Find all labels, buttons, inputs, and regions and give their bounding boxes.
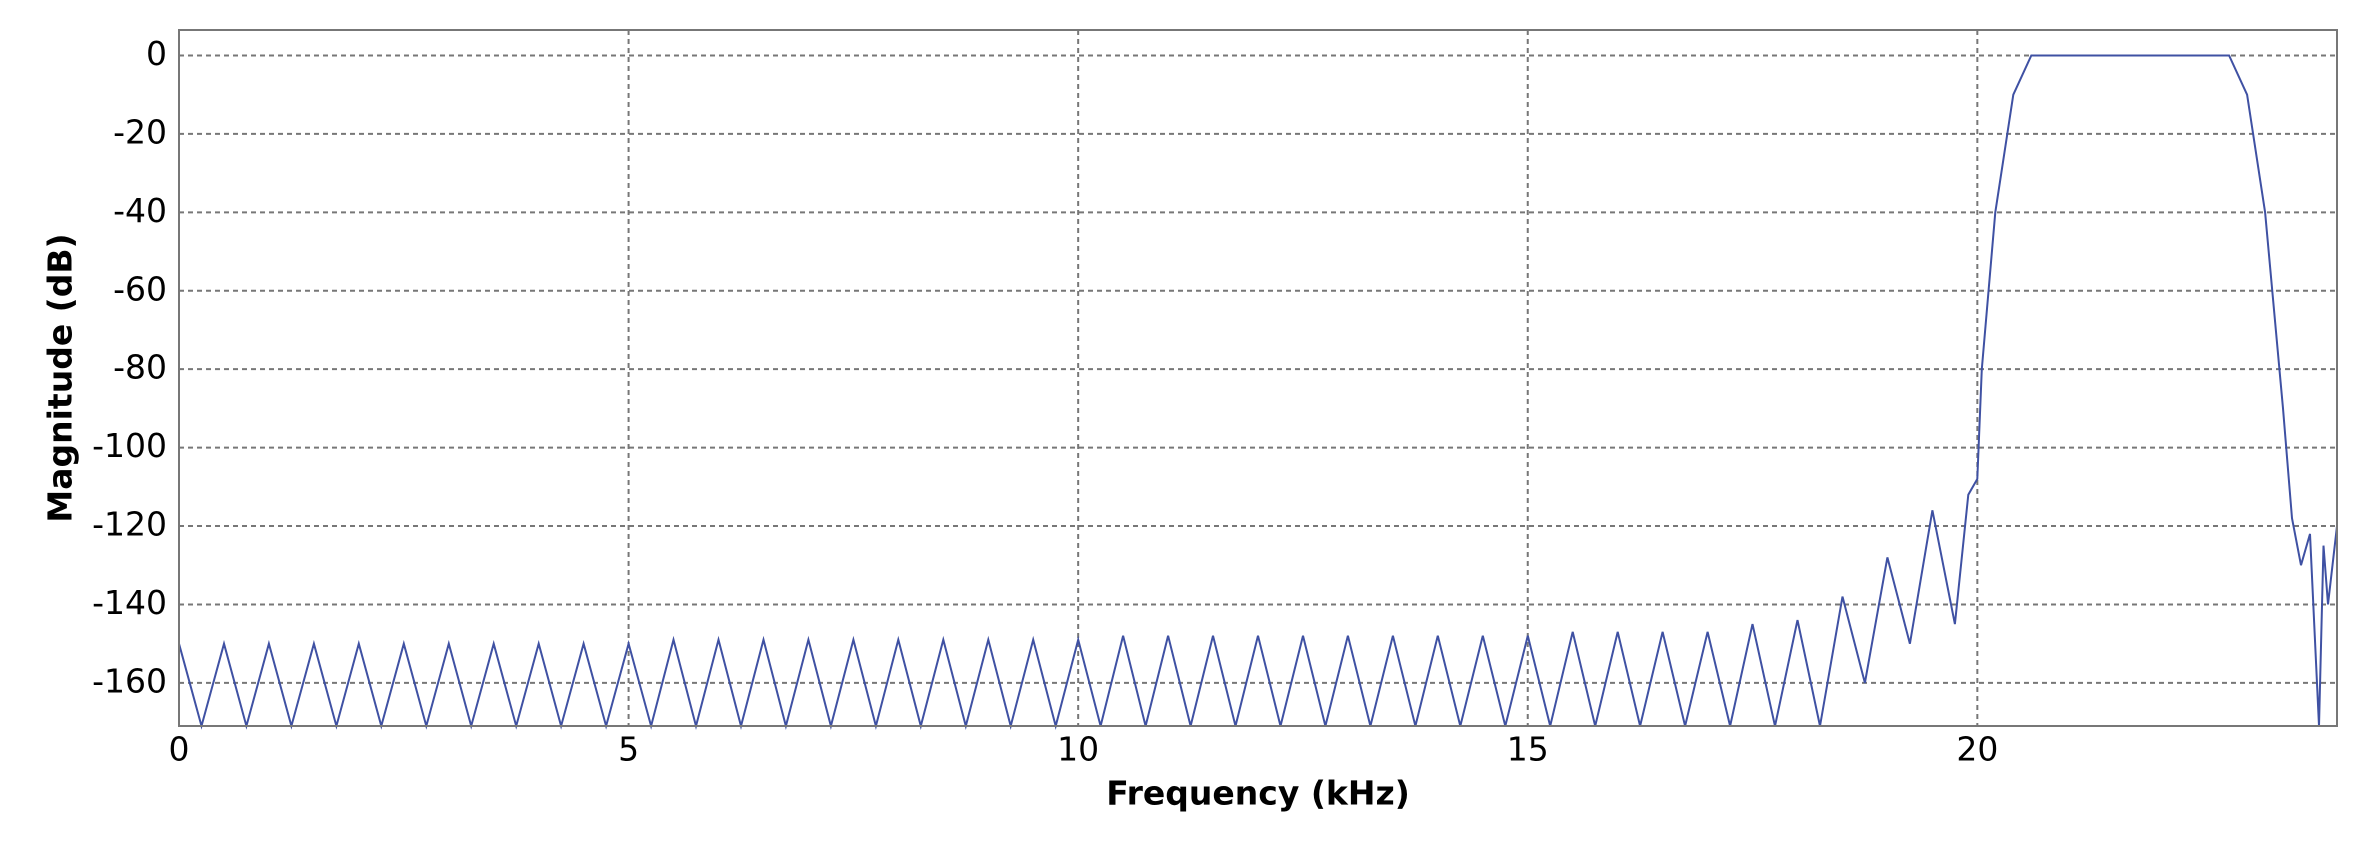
y-tick-label: 0 <box>146 34 167 73</box>
y-tick-label: -80 <box>113 348 167 387</box>
data-line <box>178 54 2338 730</box>
x-tick-label: 0 <box>169 730 190 769</box>
plot-frame <box>178 29 2338 727</box>
y-tick-label: -20 <box>113 112 167 151</box>
y-tick-label: -40 <box>113 191 167 230</box>
x-tick-label: 5 <box>618 730 639 769</box>
x-tick-label: 15 <box>1507 730 1549 769</box>
y-tick-label: -100 <box>92 426 167 465</box>
y-tick-label: -160 <box>92 661 167 700</box>
y-tick-label: -140 <box>92 583 167 622</box>
x-tick-label: 20 <box>1956 730 1998 769</box>
x-axis-title: Frequency (kHz) <box>1106 774 1410 813</box>
y-tick-label: -120 <box>92 505 167 544</box>
y-axis-title: Magnitude (dB) <box>41 233 80 522</box>
y-tick-label: -60 <box>113 269 167 308</box>
x-tick-label: 10 <box>1057 730 1099 769</box>
